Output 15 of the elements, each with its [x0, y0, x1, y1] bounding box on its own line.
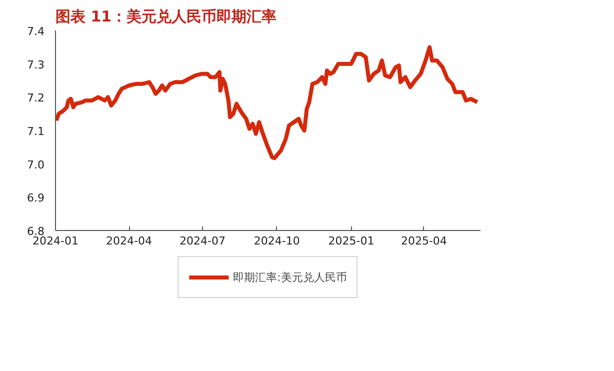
- y-tick-label: 7.3: [27, 58, 45, 72]
- x-tick-label: 2025-01: [328, 234, 374, 248]
- x-tick-label: 2024-07: [180, 234, 226, 248]
- y-tick-label: 7.1: [27, 125, 45, 138]
- x-tick-label: 2025-04: [400, 234, 447, 248]
- y-tick-label: 7.2: [27, 92, 45, 105]
- y-tick-label: 7.4: [27, 25, 45, 38]
- x-tick-label: 2024-10: [254, 234, 300, 248]
- line-series: [56, 45, 480, 160]
- y-tick-label: 7.0: [27, 158, 45, 172]
- y-tick-label: 6.9: [27, 192, 45, 205]
- x-tick-label: 2024-01: [32, 234, 78, 248]
- chart-title: 图表 11：美元兑人民币即期汇率: [56, 8, 277, 26]
- legend-label: 即期汇率:美元兑人民币: [233, 270, 347, 284]
- x-tick-label: 2024-04: [106, 234, 152, 248]
